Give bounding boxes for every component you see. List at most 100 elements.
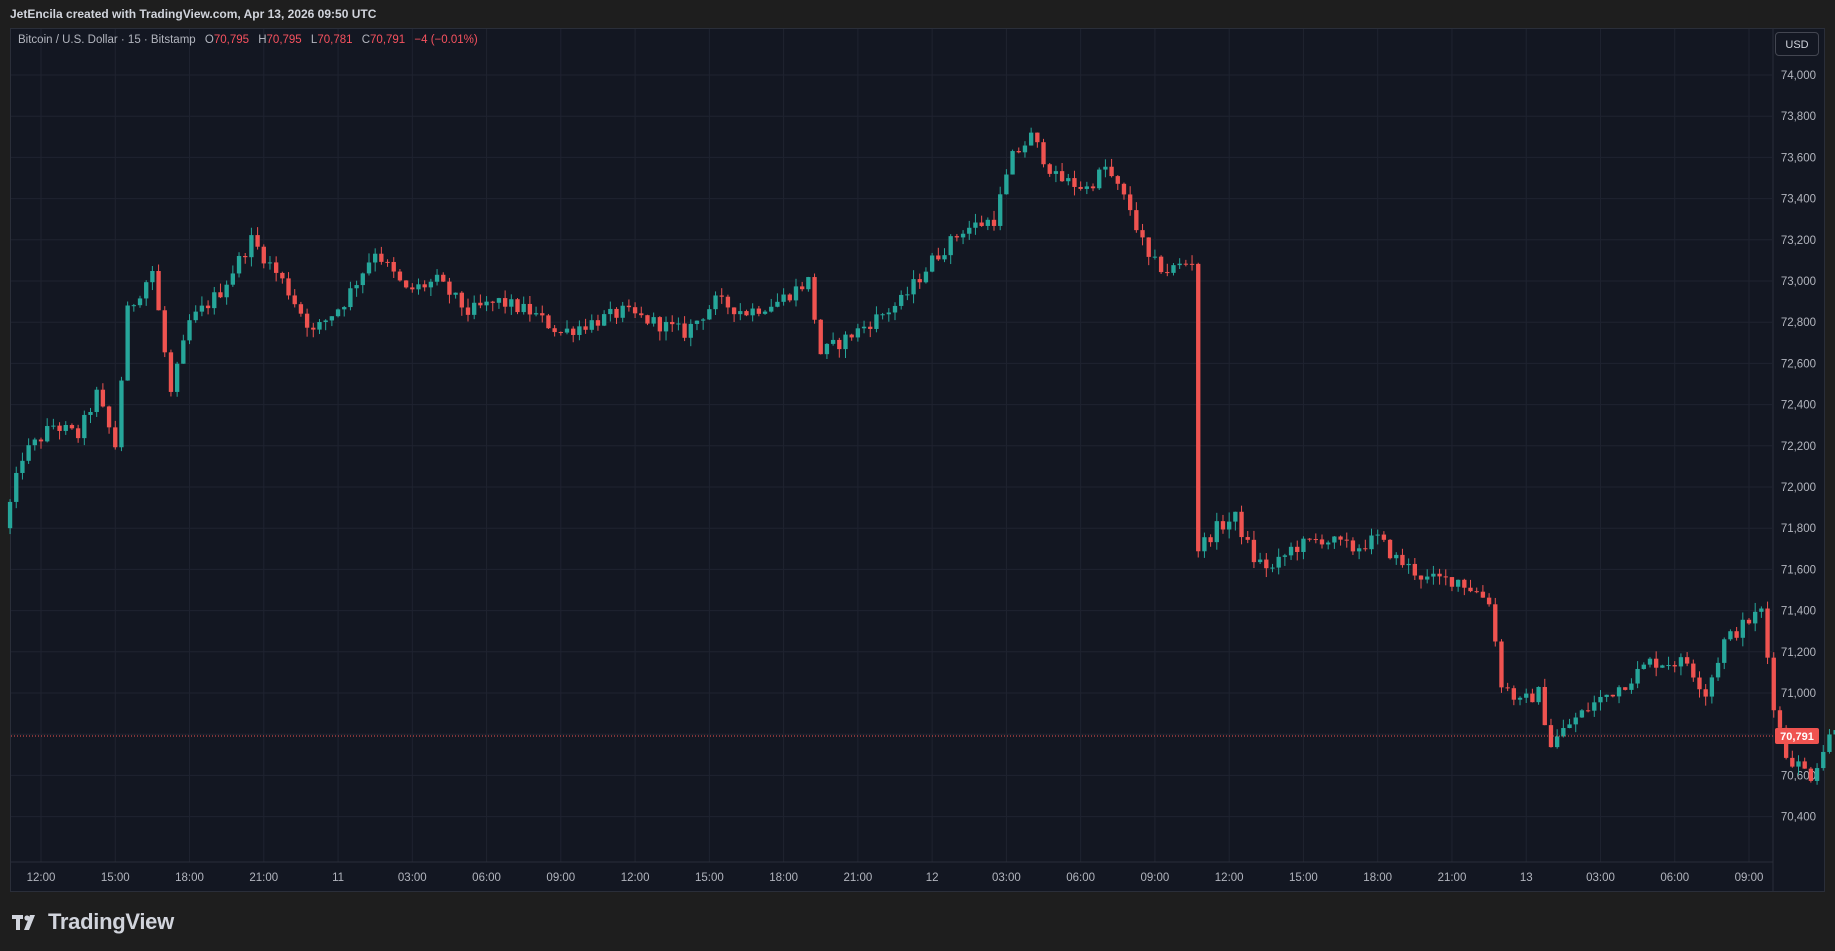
x-tick-label: 12:00 (27, 872, 56, 884)
candle-body (100, 389, 106, 407)
candle-body (1647, 658, 1653, 665)
candle-body (1282, 555, 1288, 557)
candle-body (1344, 539, 1349, 541)
candle-body (1381, 534, 1387, 540)
candle-body (1443, 576, 1448, 578)
candle-body (1208, 537, 1213, 543)
y-tick-label: 71,200 (1781, 647, 1816, 659)
credit-text: JetEncila created with TradingView.com, … (10, 7, 377, 21)
candle-body (595, 320, 601, 326)
candle-body (1338, 536, 1343, 540)
candle-body (1332, 536, 1337, 543)
candle-body (292, 295, 297, 305)
candle-body (936, 255, 941, 260)
candle-body (1480, 591, 1486, 598)
candle-body (682, 323, 687, 338)
candle-body (14, 472, 19, 502)
candle-body (1103, 166, 1108, 170)
candle-body (1740, 619, 1745, 638)
y-tick-label: 73,800 (1781, 111, 1816, 123)
candle-body (1684, 657, 1690, 664)
open-value: 70,795 (213, 34, 250, 46)
candle-body (26, 445, 31, 461)
candle-body (861, 326, 867, 329)
high-label: H (258, 34, 267, 46)
candle-body (1270, 567, 1275, 569)
chart-frame[interactable] (10, 28, 1825, 892)
candle-body (94, 389, 99, 412)
candle-body (1301, 538, 1306, 552)
candle-body (131, 305, 136, 307)
candle-body (1808, 768, 1814, 781)
candle-body (224, 284, 229, 298)
candle-body (484, 301, 489, 306)
candle-body (311, 327, 316, 330)
y-tick-label: 72,800 (1781, 317, 1816, 329)
candle-body (577, 326, 582, 335)
candle-body (639, 313, 644, 316)
candle-body (806, 277, 811, 290)
tradingview-brand[interactable]: TradingView (12, 909, 174, 935)
candle-body (478, 302, 483, 306)
candle-body (1406, 563, 1411, 566)
candle-body (1295, 546, 1300, 552)
candle-body (793, 286, 799, 301)
candle-body (1171, 265, 1176, 273)
candle-body (1084, 186, 1090, 189)
candle-body (1765, 608, 1770, 658)
candle-body (236, 256, 242, 274)
candle-body (1709, 677, 1715, 697)
x-tick-label: 09:00 (546, 872, 575, 884)
x-tick-label: 06:00 (1660, 872, 1689, 884)
candle-body (1635, 668, 1640, 684)
candle-body (1511, 688, 1517, 700)
candle-body (1394, 554, 1399, 559)
candle-body (459, 292, 464, 308)
candle-body (1152, 256, 1158, 258)
candle-body (181, 340, 186, 364)
candle-body (1134, 210, 1139, 231)
candle-body (38, 439, 44, 442)
candle-body (1375, 534, 1380, 536)
x-tick-label: 18:00 (1363, 872, 1392, 884)
candle-body (410, 287, 415, 290)
candle-body (1109, 166, 1114, 177)
x-tick-label: 18:00 (769, 872, 798, 884)
y-tick-label: 71,000 (1781, 688, 1816, 700)
candle-body (1616, 687, 1622, 697)
x-tick-label: 03:00 (398, 872, 427, 884)
candle-body (1412, 563, 1417, 576)
candle-body (379, 253, 384, 262)
candle-body (1449, 577, 1455, 587)
candle-body (583, 326, 588, 330)
candle-body (1400, 554, 1405, 566)
candle-body (849, 334, 854, 338)
candle-body (1833, 730, 1835, 735)
x-tick-label: 12:00 (1215, 872, 1244, 884)
candle-body (571, 328, 576, 335)
candle-body (205, 305, 211, 309)
symbol-label[interactable]: Bitcoin / U.S. Dollar · 15 · Bitstamp (18, 34, 196, 46)
candle-body (323, 320, 328, 322)
candle-body (1592, 702, 1597, 711)
candle-body (800, 286, 805, 290)
candle-body (199, 305, 205, 312)
candle-body (1010, 151, 1015, 175)
x-tick-label: 13 (1520, 872, 1533, 884)
candle-body (775, 301, 780, 307)
currency-button[interactable]: USD (1775, 32, 1819, 56)
candle-body (694, 320, 700, 324)
candle-body (144, 282, 149, 299)
candle-body (1567, 724, 1572, 729)
candle-body (472, 302, 477, 315)
candle-body (32, 439, 37, 446)
candle-body (1004, 174, 1009, 195)
candle-body (1202, 537, 1207, 552)
candle-body (756, 308, 762, 314)
candle-body (1604, 694, 1609, 697)
candle-body (119, 380, 124, 448)
candle-body (725, 296, 731, 308)
candle-body (447, 281, 452, 295)
candle-body (868, 326, 873, 329)
